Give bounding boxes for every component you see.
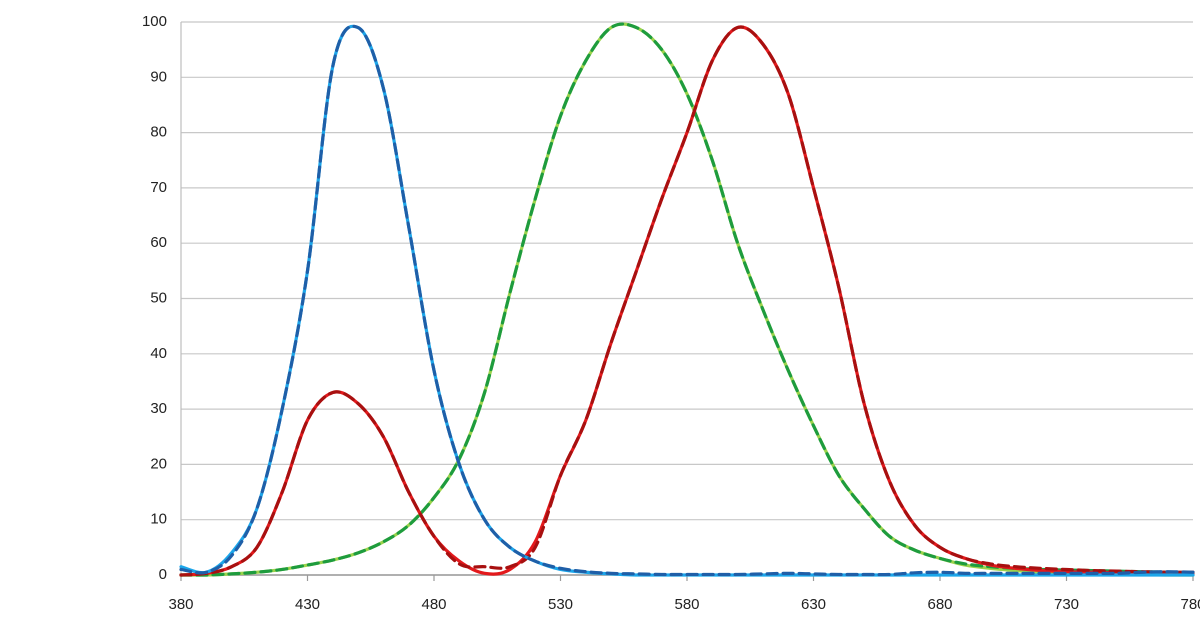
y-tick-label: 30 (150, 400, 167, 417)
dashed-line (179, 22, 1195, 577)
y-tick-label: 70 (150, 179, 167, 196)
x-tick-label: 430 (295, 596, 320, 613)
x-tick-label: 580 (674, 596, 699, 613)
x-tick-label: 380 (168, 596, 193, 613)
y-tick-label: 60 (150, 234, 167, 251)
line (179, 22, 1195, 577)
y-tick-label: 40 (150, 345, 167, 362)
y-tick-label: 20 (150, 455, 167, 472)
y-tick-label: 0 (159, 566, 167, 583)
line (179, 25, 1195, 577)
x-tick-label: 680 (927, 596, 952, 613)
x-tick-label: 480 (421, 596, 446, 613)
y-tick-label: 50 (150, 289, 167, 306)
dashed-line (179, 25, 1195, 577)
x-tick-label: 780 (1180, 596, 1200, 613)
y-tick-label: 80 (150, 124, 167, 141)
x-tick-label: 630 (801, 596, 826, 613)
line (179, 24, 1195, 577)
x-tick-label: 530 (548, 596, 573, 613)
y-tick-label: 90 (150, 68, 167, 85)
y-tick-label: 10 (150, 511, 167, 528)
y-tick-label: 100 (142, 13, 167, 30)
dashed-line (179, 24, 1195, 577)
x-tick-label: 730 (1054, 596, 1079, 613)
